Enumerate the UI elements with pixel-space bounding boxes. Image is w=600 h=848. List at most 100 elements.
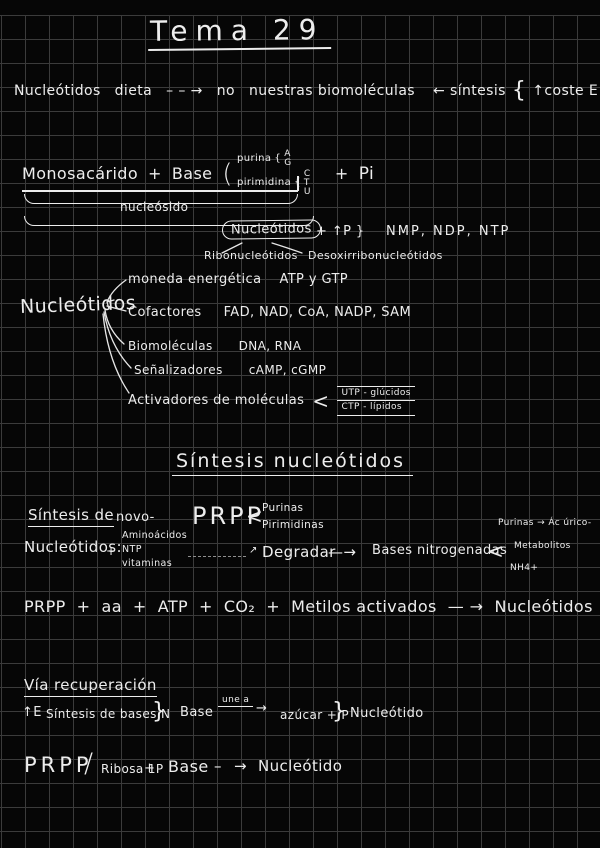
ribonucleotides-label: Ribonucleótidos [204,249,298,262]
plus-sign: + [334,164,349,183]
angle-bracket-glyph: < [487,539,505,563]
plus-sign: + [132,597,147,616]
phospho-suffix: + ↑P } [316,224,365,239]
fate-metabolites: Metabolitos [514,541,571,551]
denovo-word: novo- [116,510,155,525]
pyrimidine-label: pirimidina [236,177,292,189]
pyrimidine-base-u: U [303,187,311,197]
function-row-biomolecules: Biomoléculas DNA, RNA [128,339,301,353]
salvage-sintesis: Síntesis de bases N [46,707,171,721]
activator-examples-stack: UTP - glúcidos CTP - lípidos [337,386,415,416]
function-name: Activadores de moléculas [128,393,305,409]
eq-atp: ATP [157,597,189,616]
eq-result: Nucleótidos [494,597,593,616]
arrow-glyph: — → [447,597,484,616]
purine-label: purina [236,152,272,164]
denovo-label-line1: Síntesis de [28,506,115,527]
purine-base-g: G [284,158,292,168]
activator-utp: UTP - glúcidos [337,387,415,402]
final-ribose: Ribosa 1P [101,762,164,776]
nmp-list: NMP, NDP, NTP [386,224,511,239]
dash-glyph: – [214,757,222,775]
brace-glyph: } [332,699,347,724]
eq-prpp: PRPP [24,597,66,616]
input-aminoacids: Aminoácidos [122,530,188,541]
function-row-cofactors: Cofactores FAD, NAD, CoA, NADP, SAM [128,305,411,320]
precursor-pyrimidines: Pirimidinas [262,518,324,531]
final-base: Base [168,757,209,776]
function-row-signaling: Señalizadores cAMP, cGMP [134,363,326,377]
salvage-energy: ↑E [22,705,42,720]
une-a-arrow-label: une a [218,695,254,707]
purine-base-a: A [284,149,291,159]
brace-glyph: { [511,78,527,103]
final-prpp: PRPP [24,753,93,777]
pyrimidine-base-c: C [303,169,311,179]
page-top-margin [0,0,600,15]
activator-ctp: CTP - lípidos [341,402,402,413]
plus-sign: + [106,544,117,558]
plus-sign: + [148,164,162,183]
formula-phosphate: Pi [358,163,375,184]
open-paren-glyph: ( [222,158,233,189]
fate-ammonium: NH4+ [510,563,539,573]
formula-base: Base [171,164,213,183]
function-examples: DNA, RNA [238,339,302,353]
eq-co2: CO₂ [223,597,256,616]
intro-cost: ↑coste E [532,82,599,99]
dashed-connector [188,556,246,557]
function-examples: ATP y GTP [279,272,349,287]
plus-sign: + [266,597,281,616]
intro-diet: dieta [114,82,153,99]
plus-sign: + [76,597,91,616]
salvage-heading: Vía recuperación [24,676,157,697]
degrade-label: Degradar [262,543,336,561]
salvage-base: Base [180,705,214,720]
intro-from-synthesis: ← síntesis [433,82,506,99]
synthesis-heading: Síntesis nucleótidos [172,450,414,476]
plus-sign: + [144,761,156,776]
plus-sign: + [199,597,213,616]
input-vitamins: vitaminas [122,557,173,569]
dashed-arrow-glyph: – – → [166,82,203,99]
up-arrow-glyph: ↗ [249,545,258,556]
precursors-stack: Purinas Pirimidinas [262,500,324,534]
intro-neg: no [216,82,235,99]
arrow-glyph: → [256,701,268,716]
salvage-result: Nucleótido [350,706,424,721]
fate-purines: Purinas → Ác úrico- [498,518,592,528]
precursor-purines: Purinas [262,502,304,514]
function-examples: FAD, NAD, CoA, NADP, SAM [223,305,412,320]
nucleotides-label: Nucleótidos [221,219,321,240]
page-title: Tema 29 [147,13,331,51]
long-arrow-glyph: —→ [328,543,357,561]
denovo-equation: PRPP + aa + ATP + CO₂ + Metilos activado… [24,597,593,616]
eq-methyls: Metilos activados [291,597,437,616]
nucleoside-label: nucleósido [120,200,189,214]
deoxyribonucleotides-label: Desoxirribonucleótidos [308,249,443,262]
formula-monosaccharide: Monosacárido [22,164,139,183]
formula-underline [22,190,298,192]
functions-label: Nucleótidos [19,291,137,319]
angle-bracket-glyph: < [312,388,330,413]
intro-line: Nucleótidos dieta – – → no nuestras biom… [14,78,598,103]
formula-underline-tick [297,176,299,191]
function-name: Señalizadores [134,363,223,377]
salvage-sugar: azúcar + P [280,708,350,722]
function-name: moneda energética [128,272,262,287]
intro-subject: Nucleótidos [14,82,101,99]
input-ntp: NTP [122,543,142,555]
final-result: Nucleótido [258,757,343,775]
angle-bracket-glyph: < [246,504,264,528]
pyrimidine-base-t: T [303,178,310,188]
denovo-label-line2: Nucleótidos: [24,538,122,556]
denovo-inputs-stack: Aminoácidos NTP vitaminas [122,529,187,570]
function-row-activators: Activadores de moléculas < UTP - glúcido… [128,386,415,416]
slash-glyph: / [84,748,94,779]
function-examples: cAMP, cGMP [248,363,327,377]
function-name: Biomoléculas [128,339,213,353]
formula-line: Monosacárido + Base ( purina { A G pirim… [22,150,374,197]
prpp-label: PRPP [192,502,265,530]
function-row-energy: moneda energética ATP y GTP [128,272,348,287]
